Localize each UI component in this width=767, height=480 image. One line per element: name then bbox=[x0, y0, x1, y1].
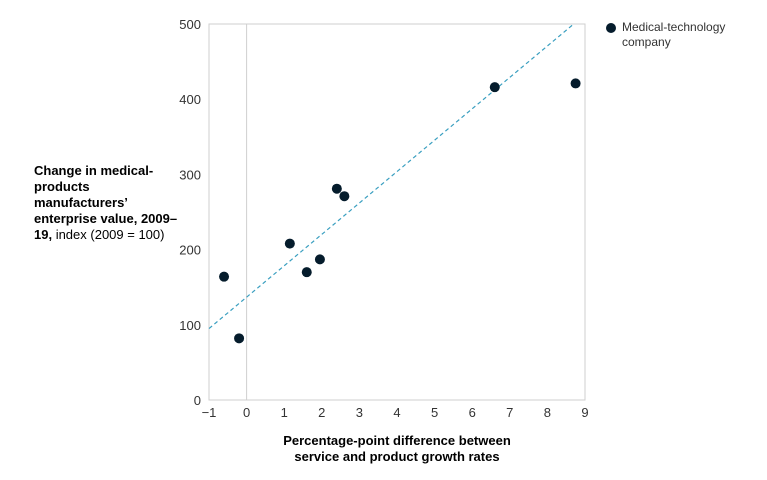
y-axis-label-bold: Change in medical-products manufacturers… bbox=[34, 163, 178, 242]
x-tick-label: −1 bbox=[202, 405, 217, 420]
data-point bbox=[284, 238, 295, 249]
data-point bbox=[339, 191, 350, 202]
y-tick-label: 0 bbox=[194, 393, 201, 408]
data-point bbox=[331, 183, 342, 194]
y-tick-label: 200 bbox=[179, 243, 201, 258]
y-axis-ticks: 0 100 200 300 400 500 bbox=[179, 17, 201, 408]
data-point bbox=[489, 82, 500, 93]
y-tick-label: 500 bbox=[179, 17, 201, 32]
x-tick-label: 3 bbox=[356, 405, 363, 420]
x-axis-label: Percentage-point difference between serv… bbox=[283, 433, 511, 464]
data-points bbox=[219, 78, 581, 344]
data-point bbox=[570, 78, 581, 89]
legend-marker bbox=[606, 23, 616, 33]
data-point bbox=[301, 267, 312, 278]
legend-label: Medical-technology company bbox=[622, 20, 726, 49]
trend-line bbox=[208, 23, 575, 330]
y-axis-label-rest: index (2009 = 100) bbox=[52, 227, 165, 242]
x-tick-label: 9 bbox=[581, 405, 588, 420]
x-tick-label: 2 bbox=[318, 405, 325, 420]
x-tick-label: 5 bbox=[431, 405, 438, 420]
y-tick-label: 300 bbox=[179, 167, 201, 182]
x-tick-label: 0 bbox=[243, 405, 250, 420]
data-point bbox=[314, 254, 325, 265]
y-axis-label: Change in medical-products manufacturers… bbox=[34, 163, 184, 243]
x-tick-label: 6 bbox=[469, 405, 476, 420]
y-tick-label: 400 bbox=[179, 92, 201, 107]
data-point bbox=[219, 271, 230, 282]
legend: Medical-technology company bbox=[606, 20, 756, 50]
x-axis-ticks: −1 0 1 2 3 4 5 6 7 8 9 bbox=[202, 405, 589, 420]
x-tick-label: 8 bbox=[544, 405, 551, 420]
x-tick-label: 4 bbox=[393, 405, 400, 420]
plot-frame bbox=[208, 23, 586, 401]
x-tick-label: 1 bbox=[281, 405, 288, 420]
y-tick-label: 100 bbox=[179, 318, 201, 333]
x-tick-label: 7 bbox=[506, 405, 513, 420]
data-point bbox=[234, 333, 245, 344]
